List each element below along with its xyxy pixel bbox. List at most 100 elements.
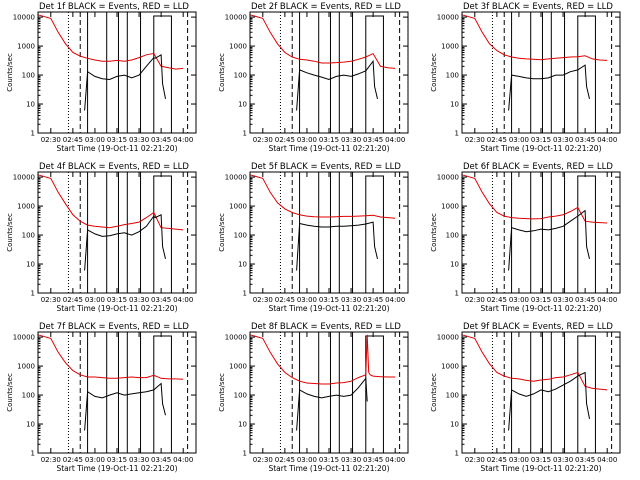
x-tick-label: 03:30 <box>129 296 149 304</box>
y-axis-label: Counts/sec <box>6 53 14 92</box>
y-tick-label: 10000 <box>13 174 35 182</box>
y-tick-label: 1 <box>455 130 459 138</box>
plot-frame <box>37 11 197 134</box>
x-tick-label: 03:15 <box>319 456 339 464</box>
plot-frame <box>461 171 621 294</box>
x-tick-label: 03:30 <box>129 136 149 144</box>
x-tick-label: 03:00 <box>509 456 529 464</box>
x-tick-label: 04:00 <box>173 296 193 304</box>
y-tick-label: 10000 <box>437 334 459 342</box>
x-tick-label: 03:45 <box>363 296 383 304</box>
x-tick-label: 02:30 <box>253 456 273 464</box>
y-axis-label: Counts/sec <box>430 213 438 252</box>
x-axis-label: Start Time (19-Oct-11 02:21:20) <box>268 144 389 153</box>
y-tick-label: 100 <box>234 72 247 80</box>
lld-series-line <box>249 14 396 69</box>
y-tick-label: 10 <box>238 101 247 109</box>
x-tick-label: 04:00 <box>173 136 193 144</box>
y-tick-label: 100 <box>234 232 247 240</box>
chart-title: Det 7f BLACK = Events, RED = LLD <box>39 322 189 332</box>
y-tick-label: 100 <box>22 232 35 240</box>
events-series-line <box>296 59 378 111</box>
x-tick-label: 02:45 <box>275 296 295 304</box>
x-tick-label: 03:15 <box>107 136 127 144</box>
chart-panel: Det 7f BLACK = Events, RED = LLD 1 10 100 10… <box>6 322 197 473</box>
y-tick-label: 1 <box>243 130 247 138</box>
x-tick-label: 03:45 <box>151 456 171 464</box>
y-tick-label: 100 <box>446 232 459 240</box>
y-tick-label: 10000 <box>13 14 35 22</box>
x-tick-label: 03:00 <box>297 136 317 144</box>
x-tick-label: 02:30 <box>41 456 61 464</box>
chart-title: Det 2f BLACK = Events, RED = LLD <box>251 2 401 12</box>
x-tick-label: 02:45 <box>63 456 83 464</box>
x-axis-label: Start Time (19-Oct-11 02:21:20) <box>56 464 177 473</box>
y-tick-label: 1 <box>31 290 35 298</box>
x-tick-label: 03:00 <box>85 456 105 464</box>
x-tick-label: 04:00 <box>597 136 617 144</box>
lld-series-line <box>249 174 396 219</box>
y-tick-label: 100 <box>446 72 459 80</box>
x-tick-label: 02:30 <box>465 456 485 464</box>
y-tick-label: 10 <box>450 261 459 269</box>
y-tick-label: 100 <box>22 72 35 80</box>
plot-frame <box>249 171 409 294</box>
x-axis-label: Start Time (19-Oct-11 02:21:20) <box>480 304 601 313</box>
chart-title: Det 8f BLACK = Events, RED = LLD <box>251 322 401 332</box>
x-tick-label: 02:30 <box>41 136 61 144</box>
chart-panel: Det 3f BLACK = Events, RED = LLD 1 10 100 10… <box>430 2 621 153</box>
y-tick-label: 1000 <box>17 43 35 51</box>
x-tick-label: 03:45 <box>575 136 595 144</box>
x-tick-label: 02:45 <box>487 456 507 464</box>
chart-title: Det 3f BLACK = Events, RED = LLD <box>463 2 613 12</box>
y-tick-label: 1000 <box>229 43 247 51</box>
y-tick-label: 1 <box>243 450 247 458</box>
x-tick-label: 03:30 <box>341 296 361 304</box>
time-bracket-marker <box>365 335 384 453</box>
x-tick-label: 02:45 <box>63 136 83 144</box>
y-tick-label: 1000 <box>17 363 35 371</box>
time-bracket-marker <box>153 335 172 453</box>
x-tick-label: 02:30 <box>41 296 61 304</box>
y-tick-label: 10 <box>238 261 247 269</box>
chart-panel: Det 1f BLACK = Events, RED = LLD 1 10 100 10… <box>6 2 197 153</box>
x-tick-label: 03:00 <box>509 136 529 144</box>
x-axis-label: Start Time (19-Oct-11 02:21:20) <box>56 144 177 153</box>
x-tick-label: 03:15 <box>107 456 127 464</box>
x-tick-label: 02:45 <box>63 296 83 304</box>
lld-series-line <box>249 334 396 385</box>
lld-series-line <box>461 14 608 61</box>
x-tick-label: 03:45 <box>363 136 383 144</box>
chart-panel: Det 6f BLACK = Events, RED = LLD 1 10 100 10… <box>430 162 621 313</box>
x-tick-label: 03:30 <box>129 456 149 464</box>
time-bracket-marker <box>365 175 384 293</box>
y-tick-label: 1 <box>31 130 35 138</box>
x-tick-label: 02:45 <box>275 136 295 144</box>
x-tick-label: 03:30 <box>341 456 361 464</box>
y-tick-label: 100 <box>234 392 247 400</box>
y-tick-label: 100 <box>22 392 35 400</box>
plot-frame <box>249 11 409 134</box>
chart-panel: Det 2f BLACK = Events, RED = LLD 1 10 100 10… <box>218 2 409 153</box>
y-tick-label: 100 <box>446 392 459 400</box>
plot-frame <box>461 11 621 134</box>
y-tick-label: 10 <box>450 421 459 429</box>
x-tick-label: 02:30 <box>253 136 273 144</box>
events-series-line <box>508 209 590 271</box>
lld-series-line <box>37 14 184 70</box>
chart-title: Det 1f BLACK = Events, RED = LLD <box>39 2 189 12</box>
x-tick-label: 03:00 <box>509 296 529 304</box>
lld-series-line <box>37 174 184 231</box>
y-tick-label: 1000 <box>229 203 247 211</box>
x-tick-label: 03:15 <box>531 456 551 464</box>
chart-title: Det 9f BLACK = Events, RED = LLD <box>463 322 613 332</box>
x-tick-label: 03:45 <box>151 136 171 144</box>
lld-series-line <box>461 334 608 391</box>
y-tick-label: 1 <box>455 450 459 458</box>
x-tick-label: 03:00 <box>297 456 317 464</box>
y-tick-label: 1 <box>243 290 247 298</box>
x-tick-label: 03:15 <box>531 136 551 144</box>
time-bracket-marker <box>577 15 596 133</box>
chart-panel: Det 4f BLACK = Events, RED = LLD 1 10 100 10… <box>6 162 197 313</box>
y-tick-label: 10 <box>238 421 247 429</box>
